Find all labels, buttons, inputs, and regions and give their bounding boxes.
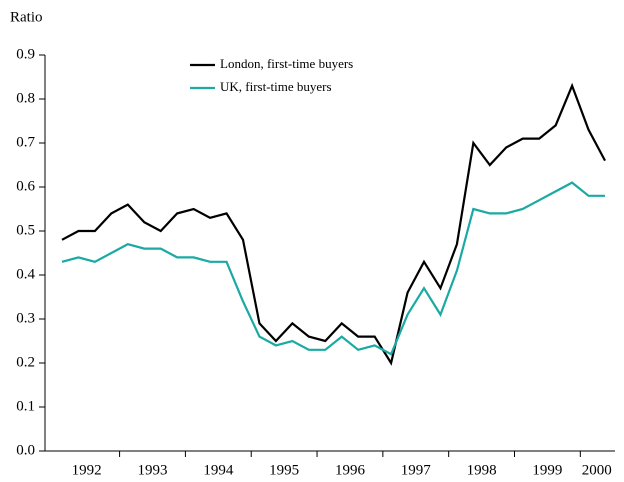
- y-tick-label: 0.8: [16, 90, 35, 106]
- y-tick-label: 0.1: [16, 398, 35, 414]
- x-tick-label: 1992: [72, 462, 102, 478]
- y-axis-label: Ratio: [10, 9, 43, 25]
- series-line: [61, 82, 606, 366]
- x-tick-label: 1999: [532, 462, 562, 478]
- y-tick-label: 0.5: [16, 222, 35, 238]
- series-line: [61, 181, 605, 356]
- y-tick-label: 0.4: [16, 266, 35, 282]
- y-tick-label: 0.0: [16, 442, 35, 458]
- x-tick-label: 1993: [138, 462, 168, 478]
- x-tick-label: 1998: [467, 462, 497, 478]
- y-tick-label: 0.2: [16, 354, 35, 370]
- y-tick-label: 0.6: [16, 178, 35, 194]
- legend-label: UK, first-time buyers: [220, 79, 332, 94]
- y-tick-label: 0.3: [16, 310, 35, 326]
- x-tick-label: 1995: [269, 462, 299, 478]
- y-tick-label: 0.9: [16, 46, 35, 62]
- x-tick-label: 1996: [335, 462, 366, 478]
- y-tick-label: 0.7: [16, 134, 35, 150]
- x-tick-label: 1994: [203, 462, 234, 478]
- x-tick-label: 1997: [401, 462, 432, 478]
- legend-label: London, first-time buyers: [220, 56, 353, 71]
- x-tick-label: 2000: [582, 462, 612, 478]
